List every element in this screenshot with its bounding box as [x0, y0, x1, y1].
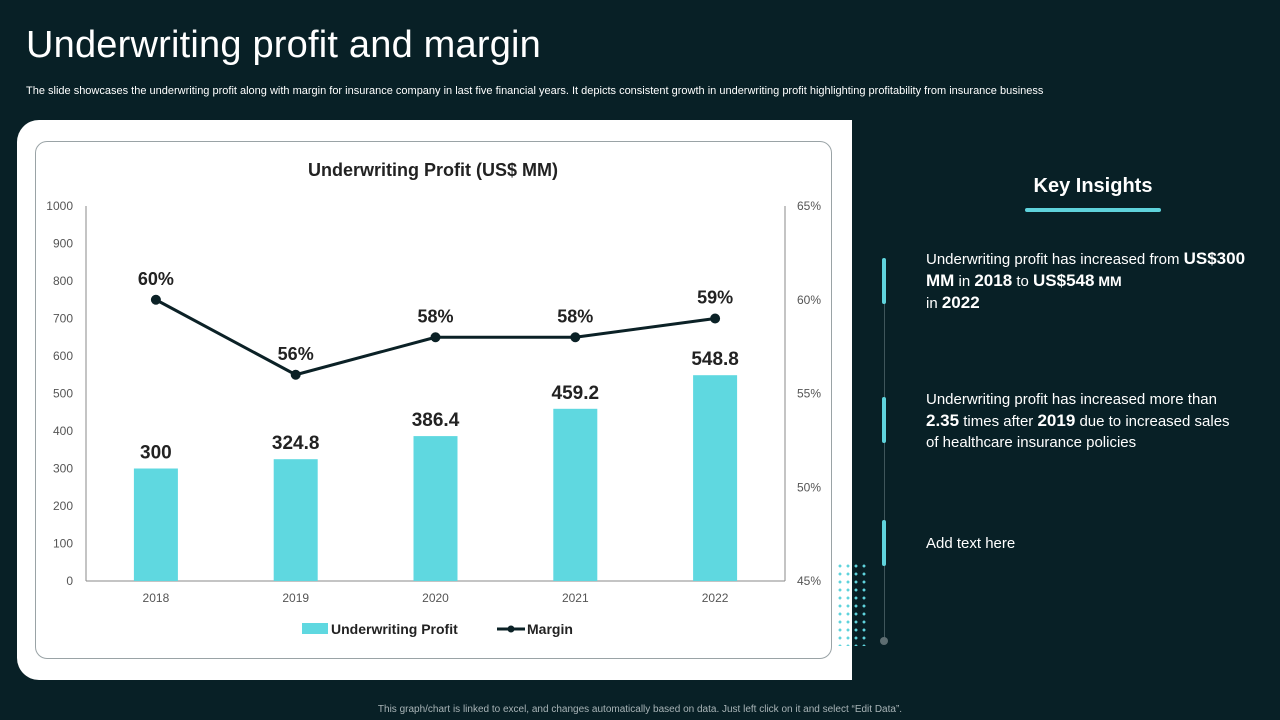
bar-2021	[553, 408, 598, 581]
key-insights-heading: Key Insights	[1033, 175, 1153, 197]
timeline-line	[884, 258, 885, 640]
bar-data-label: 324.8	[272, 433, 320, 454]
y2-tick-label: 60%	[797, 293, 821, 307]
y2-tick-label: 50%	[797, 480, 821, 494]
y-tick-label: 1000	[46, 199, 73, 213]
legend-bar-label: Underwriting Profit	[331, 621, 458, 637]
margin-data-label: 58%	[417, 306, 453, 326]
y2-tick-label: 65%	[797, 199, 821, 213]
chart-title: Underwriting Profit (US$ MM)	[308, 160, 558, 180]
insight-item-1: Underwriting profit has increased from U…	[926, 248, 1246, 314]
margin-data-label: 58%	[557, 306, 593, 326]
key-insights-underline	[1025, 208, 1161, 212]
y-tick-label: 700	[53, 312, 73, 326]
x-tick-label: 2020	[422, 591, 449, 605]
decorative-dot-grid	[836, 562, 870, 646]
footer-note: This graph/chart is linked to excel, and…	[377, 704, 903, 715]
margin-data-label: 59%	[697, 288, 733, 308]
y-tick-label: 400	[53, 424, 73, 438]
insight-2-year: 2019	[1037, 411, 1076, 430]
x-tick-label: 2021	[562, 591, 589, 605]
insight-item-3[interactable]: Add text here	[926, 535, 1016, 552]
y-tick-label: 100	[53, 537, 73, 551]
insight-1-end-unit: MM	[1094, 273, 1122, 289]
y-tick-label: 600	[53, 349, 73, 363]
y-tick-label: 0	[66, 574, 73, 588]
bar-data-label: 300	[140, 443, 172, 464]
bar-data-label: 548.8	[691, 349, 739, 370]
y-tick-label: 800	[53, 274, 73, 288]
insight-1-text: in	[926, 295, 942, 312]
insight-1-text: to	[1012, 273, 1034, 290]
margin-data-label: 56%	[278, 344, 314, 364]
margin-data-label: 60%	[138, 269, 174, 289]
insight-1-end-value: US$548	[1033, 271, 1095, 290]
bar-2022	[693, 375, 738, 581]
underwriting-profit-chart[interactable]: Underwriting Profit (US$ MM) 0 100 200 300 40…	[0, 0, 860, 690]
bar-data-label: 459.2	[552, 383, 600, 404]
page-title: Underwriting profit and margin	[26, 24, 542, 66]
legend-line-label: Margin	[527, 621, 573, 637]
bar-2018	[133, 468, 178, 581]
margin-point-2019	[290, 369, 301, 380]
insight-2-text: Underwriting profit has increased more t…	[926, 391, 1217, 408]
margin-point-2022	[710, 313, 721, 324]
timeline-end-dot	[880, 637, 888, 645]
margin-point-2020	[430, 332, 441, 343]
timeline-marker-3	[882, 520, 886, 566]
insight-1-end-year: 2022	[941, 293, 980, 312]
insight-2-text: times after	[959, 413, 1038, 430]
timeline-marker-2	[882, 397, 886, 443]
insight-2-text: due to increased sales of healthcare ins…	[926, 413, 1230, 451]
x-tick-label: 2022	[702, 591, 729, 605]
y-tick-label: 300	[53, 462, 73, 476]
chart-frame	[35, 141, 832, 659]
bar-data-label: 386.4	[412, 410, 460, 431]
insight-1-start-year: 2018	[974, 271, 1013, 290]
legend-bar-swatch	[302, 623, 328, 634]
y-tick-label: 500	[53, 387, 73, 401]
y-tick-label: 200	[53, 499, 73, 513]
page-subtitle: The slide showcases the underwriting pro…	[26, 85, 1044, 97]
x-tick-label: 2019	[282, 591, 309, 605]
legend-line-marker	[507, 625, 515, 633]
margin-point-2018	[150, 294, 161, 305]
y2-tick-label: 45%	[797, 574, 821, 588]
x-tick-label: 2018	[143, 591, 170, 605]
insight-1-text: Underwriting profit has increased from	[926, 251, 1184, 268]
bar-2019	[273, 459, 318, 581]
insight-2-multiplier: 2.35	[926, 411, 960, 430]
timeline-marker-1	[882, 258, 886, 304]
bar-2020	[413, 436, 458, 581]
margin-point-2021	[570, 332, 581, 343]
y-tick-label: 900	[53, 237, 73, 251]
y2-tick-label: 55%	[797, 387, 821, 401]
insight-1-start-value: US$300 MM	[926, 249, 1246, 290]
insight-1-text: in	[954, 273, 975, 290]
insight-item-2: Underwriting profit has increased more t…	[926, 389, 1246, 453]
